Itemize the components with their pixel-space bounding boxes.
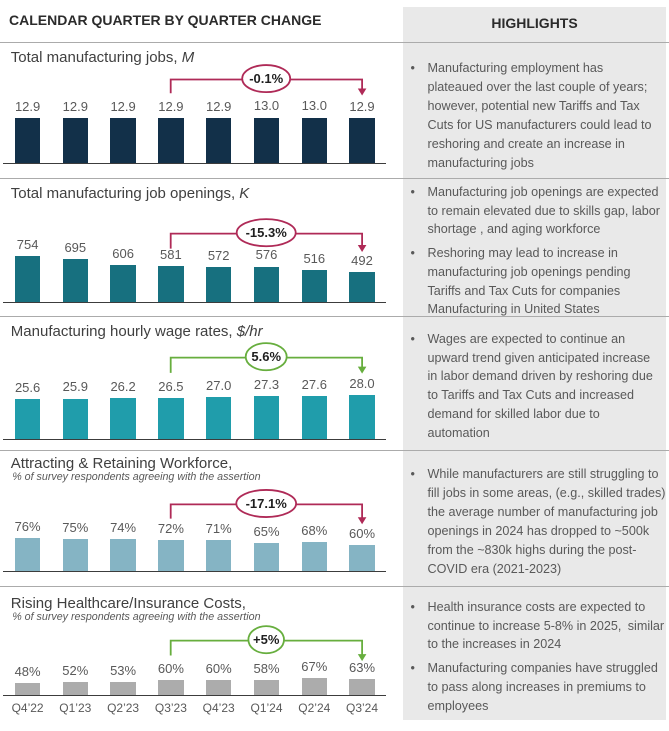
svg-text:-0.1%: -0.1%: [249, 71, 283, 86]
svg-text:+5%: +5%: [253, 632, 280, 647]
svg-text:5.6%: 5.6%: [251, 349, 281, 364]
svg-text:-15.3%: -15.3%: [246, 225, 288, 240]
svg-text:-17.1%: -17.1%: [246, 496, 288, 511]
